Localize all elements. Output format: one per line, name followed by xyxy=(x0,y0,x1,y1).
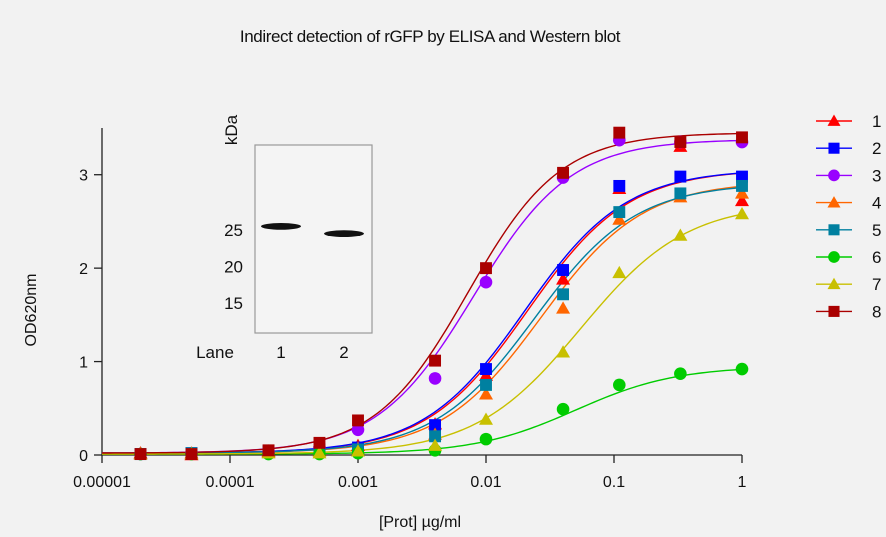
fit-curve-4 xyxy=(102,186,742,453)
fit-curve-3 xyxy=(102,140,742,453)
data-point xyxy=(613,379,626,392)
lane-label: 2 xyxy=(339,343,348,362)
legend-marker xyxy=(828,196,841,207)
legend[interactable]: 1 2 3 4 5 6 7 8 xyxy=(816,112,881,321)
y-tick-label: 0 xyxy=(79,448,88,465)
blot-marker-label: 25 xyxy=(224,221,243,240)
x-tick-label: 0.001 xyxy=(338,474,378,491)
legend-label: 4 xyxy=(872,194,881,213)
data-point xyxy=(557,167,569,179)
data-point xyxy=(480,433,493,446)
fit-curves xyxy=(102,134,742,455)
data-point xyxy=(135,448,147,460)
x-axis-label: [Prot] µg/ml xyxy=(379,514,461,531)
data-point xyxy=(480,262,492,274)
data-point xyxy=(674,136,686,148)
legend-label: 6 xyxy=(872,248,881,267)
fit-curve-6 xyxy=(102,369,742,454)
western-blot-inset: kDa 25 20 15 1 2 Lane xyxy=(196,114,372,362)
fit-curve-1 xyxy=(102,173,742,453)
blot-membrane xyxy=(255,145,372,333)
data-point xyxy=(674,367,687,380)
lane-label: 1 xyxy=(276,343,285,362)
x-tick-label: 0.01 xyxy=(470,474,501,491)
data-point xyxy=(186,448,198,460)
data-point xyxy=(557,288,569,300)
legend-item-2[interactable]: 2 xyxy=(816,139,881,158)
legend-marker xyxy=(828,170,840,182)
data-point xyxy=(480,276,493,289)
x-tick-label: 0.00001 xyxy=(73,474,131,491)
legend-label: 7 xyxy=(872,275,881,294)
legend-label: 1 xyxy=(872,112,881,131)
fit-curve-7 xyxy=(102,214,742,454)
fit-curve-5 xyxy=(102,188,742,454)
blot-band xyxy=(324,230,364,237)
data-point xyxy=(314,437,326,449)
fit-curve-2 xyxy=(102,173,742,453)
blot-marker-label: 15 xyxy=(224,294,243,313)
data-point xyxy=(736,180,748,192)
chart-title: Indirect detection of rGFP by ELISA and … xyxy=(240,27,621,46)
fit-curve-8 xyxy=(102,134,742,453)
data-point xyxy=(556,301,570,313)
legend-label: 5 xyxy=(872,221,881,240)
data-point xyxy=(480,363,492,375)
blot-marker-label: 20 xyxy=(224,258,243,277)
kda-label: kDa xyxy=(222,114,241,145)
y-tick-label: 2 xyxy=(79,261,88,278)
y-axis-label: OD620nm xyxy=(23,274,40,347)
legend-label: 3 xyxy=(872,166,881,185)
data-point xyxy=(429,355,441,367)
legend-marker xyxy=(828,306,839,317)
legend-item-5[interactable]: 5 xyxy=(816,221,881,240)
legend-marker xyxy=(828,278,841,289)
x-tick-label: 0.0001 xyxy=(206,474,255,491)
legend-item-1[interactable]: 1 xyxy=(816,112,881,131)
blot-markers: 25 20 15 xyxy=(224,221,243,313)
legend-marker xyxy=(828,251,840,263)
data-point xyxy=(613,206,625,218)
x-tick-label: 0.1 xyxy=(603,474,625,491)
data-point xyxy=(612,266,626,278)
legend-item-4[interactable]: 4 xyxy=(816,194,881,213)
data-point xyxy=(557,264,569,276)
data-point xyxy=(263,444,275,456)
data-point xyxy=(674,187,686,199)
legend-marker xyxy=(828,143,839,154)
legend-label: 8 xyxy=(872,302,881,321)
lane-title: Lane xyxy=(196,343,234,362)
y-tick-label: 1 xyxy=(79,355,88,372)
data-point xyxy=(557,403,570,416)
legend-label: 2 xyxy=(872,139,881,158)
legend-item-3[interactable]: 3 xyxy=(816,166,881,185)
data-point xyxy=(735,207,749,219)
data-point xyxy=(673,228,687,240)
axes: 0.00001 0.0001 0.001 0.01 0.1 1 0 1 2 3 xyxy=(73,128,746,491)
data-point xyxy=(613,127,625,139)
data-point xyxy=(736,131,748,143)
legend-item-8[interactable]: 8 xyxy=(816,302,881,321)
data-point xyxy=(613,180,625,192)
data-point xyxy=(556,345,570,357)
y-tick-label: 3 xyxy=(79,168,88,185)
data-point xyxy=(429,372,442,385)
blot-band xyxy=(261,223,301,230)
data-point xyxy=(674,171,686,183)
x-tick-label: 1 xyxy=(738,474,747,491)
legend-marker xyxy=(828,115,841,126)
data-point xyxy=(480,379,492,391)
data-point xyxy=(736,363,749,376)
legend-item-7[interactable]: 7 xyxy=(816,275,881,294)
legend-marker xyxy=(828,224,839,235)
legend-item-6[interactable]: 6 xyxy=(816,248,881,267)
data-point xyxy=(352,414,364,426)
